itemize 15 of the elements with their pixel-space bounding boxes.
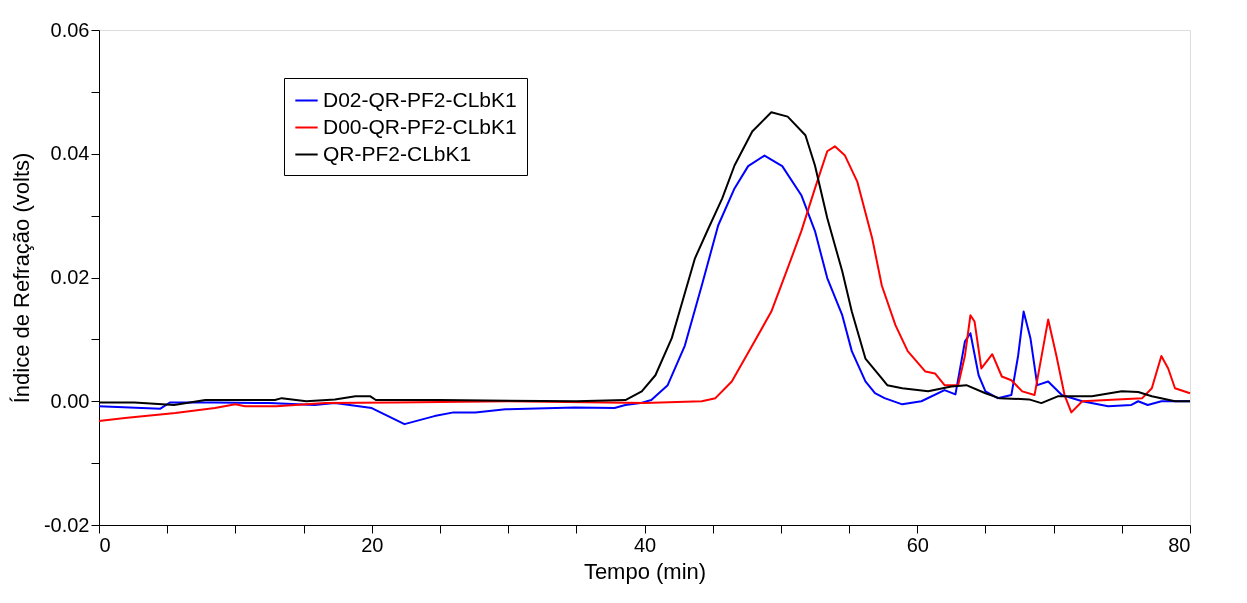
y-tick-label: -0.02 <box>43 513 90 536</box>
y-axis-title: Índice de Refração (volts) <box>8 152 34 404</box>
x-axis-title: Tempo (min) <box>583 558 707 584</box>
legend-label: D02-QR-PF2-CLbK1 <box>323 87 517 111</box>
x-tick-label: 20 <box>361 533 384 556</box>
x-tick-label: 80 <box>1168 533 1191 556</box>
y-tick-label: 0.00 <box>50 389 90 412</box>
y-tick-label: 0.02 <box>50 266 90 288</box>
legend-label: QR-PF2-CLbK1 <box>323 141 472 165</box>
x-tick-label: 40 <box>633 533 657 556</box>
y-tick-label: 0.04 <box>50 142 90 165</box>
x-tick-label: 60 <box>906 533 929 556</box>
legend-label: D00-QR-PF2-CLbK1 <box>323 114 517 138</box>
x-tick-label: 0 <box>99 533 111 556</box>
y-tick-label: 0.06 <box>50 18 90 41</box>
